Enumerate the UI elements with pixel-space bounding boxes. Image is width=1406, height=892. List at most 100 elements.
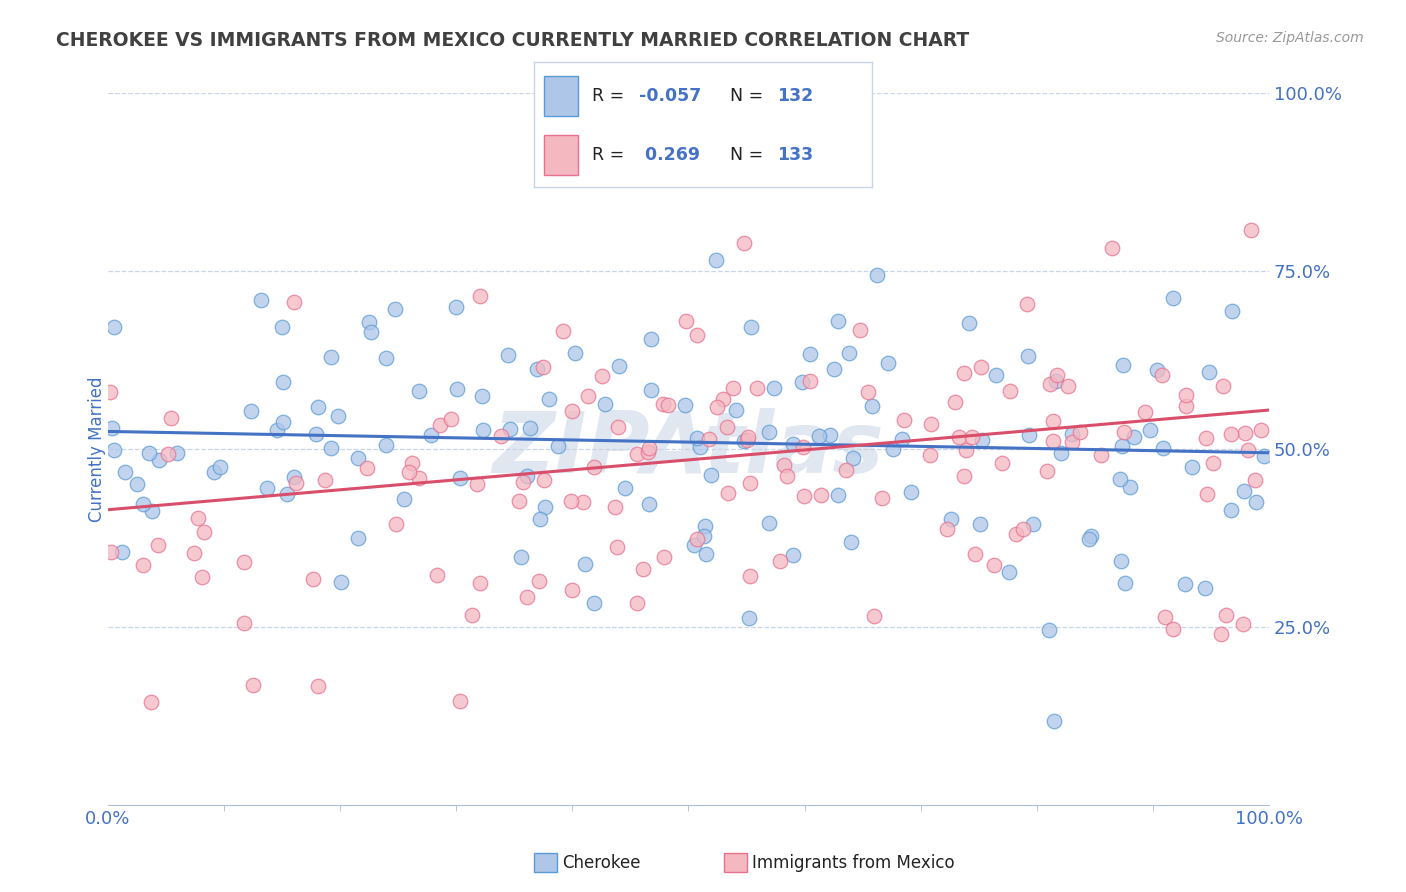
Point — [860, 399, 883, 413]
Point — [953, 469, 976, 483]
Point — [1060, 426, 1083, 441]
Point — [685, 532, 707, 546]
Point — [146, 537, 169, 551]
Text: 133: 133 — [778, 146, 813, 164]
Point — [1232, 617, 1254, 632]
Point — [835, 463, 858, 477]
Point — [1060, 435, 1083, 450]
Point — [472, 423, 495, 437]
Point — [793, 489, 815, 503]
Point — [578, 389, 600, 403]
Point — [998, 384, 1021, 398]
Point — [799, 347, 821, 361]
Point — [574, 557, 596, 571]
Point — [1042, 434, 1064, 449]
Point — [1209, 627, 1232, 641]
Point — [284, 475, 307, 490]
Point — [426, 567, 449, 582]
Point — [1046, 368, 1069, 383]
Point — [890, 432, 912, 446]
Point — [1101, 241, 1123, 255]
Point — [103, 319, 125, 334]
Point — [1050, 446, 1073, 460]
Bar — [544, 76, 578, 116]
Point — [183, 546, 205, 560]
Point — [792, 440, 814, 454]
Point — [1042, 414, 1064, 428]
Point — [808, 428, 831, 442]
Point — [955, 442, 977, 457]
Point — [920, 417, 942, 431]
Point — [626, 447, 648, 461]
Text: ZIPAtlas: ZIPAtlas — [492, 408, 884, 491]
Point — [375, 437, 398, 451]
Point — [948, 430, 970, 444]
Point — [127, 476, 149, 491]
Point — [1038, 623, 1060, 637]
Point — [266, 423, 288, 437]
Point — [637, 445, 659, 459]
Point — [737, 430, 759, 444]
Point — [384, 301, 406, 316]
Point — [560, 493, 582, 508]
Point — [283, 470, 305, 484]
Point — [1220, 304, 1243, 318]
Point — [356, 460, 378, 475]
Point — [782, 436, 804, 450]
Point — [307, 400, 329, 414]
Text: 0.269: 0.269 — [638, 146, 700, 164]
Point — [347, 451, 370, 466]
Point — [531, 359, 554, 374]
Point — [970, 360, 993, 375]
Point — [408, 471, 430, 485]
Point — [314, 473, 336, 487]
Point — [583, 460, 606, 475]
Point — [820, 428, 842, 442]
Point — [141, 695, 163, 709]
Point — [682, 538, 704, 552]
Point — [876, 356, 898, 370]
Point — [721, 381, 744, 395]
Point — [640, 383, 662, 397]
Point — [242, 677, 264, 691]
Point — [882, 442, 904, 457]
Point — [699, 467, 721, 482]
Point — [856, 384, 879, 399]
Point — [360, 326, 382, 340]
Point — [638, 441, 661, 455]
Text: N =: N = — [730, 146, 769, 164]
Point — [301, 572, 323, 586]
Point — [408, 384, 430, 399]
Point — [1018, 428, 1040, 442]
Point — [516, 469, 538, 483]
Point — [1212, 379, 1234, 393]
Point — [551, 325, 574, 339]
Point — [900, 485, 922, 500]
Point — [526, 361, 548, 376]
Point — [1233, 425, 1256, 440]
Point — [969, 517, 991, 532]
Point — [446, 300, 468, 314]
Point — [997, 565, 1019, 579]
Point — [842, 450, 865, 465]
Point — [838, 346, 860, 360]
Point — [893, 413, 915, 427]
Point — [516, 591, 538, 605]
Point — [983, 558, 1005, 573]
Point — [1174, 399, 1197, 413]
Point — [960, 429, 983, 443]
Point — [675, 313, 697, 327]
Point — [1080, 529, 1102, 543]
Point — [202, 465, 225, 479]
Point — [697, 433, 720, 447]
Point — [689, 440, 711, 454]
Point — [1119, 480, 1142, 494]
Point — [273, 415, 295, 429]
Text: Source: ZipAtlas.com: Source: ZipAtlas.com — [1216, 31, 1364, 45]
Point — [827, 487, 849, 501]
Point — [461, 607, 484, 622]
Point — [1112, 425, 1135, 439]
Point — [733, 236, 755, 251]
Point — [939, 512, 962, 526]
Point — [952, 366, 974, 380]
